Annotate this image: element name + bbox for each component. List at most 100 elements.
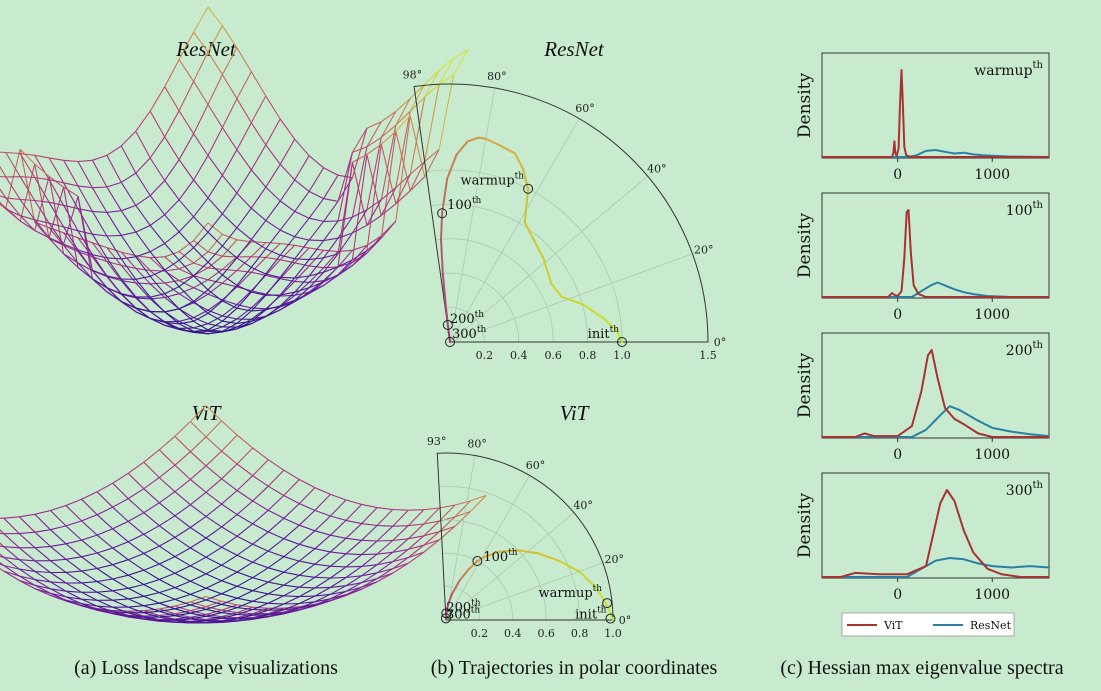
wireframe-segment (423, 531, 440, 546)
wireframe-segment (48, 202, 65, 228)
wireframe-segment (178, 286, 194, 302)
wireframe-segment (207, 127, 223, 156)
wireframe-segment (267, 571, 285, 583)
wireframe-segment (193, 155, 209, 181)
wireframe-segment (314, 593, 331, 603)
wireframe-segment (159, 602, 176, 610)
wireframe-segment (222, 274, 238, 286)
trajectory-segment (447, 330, 451, 343)
wireframe-segment (222, 322, 238, 332)
wireframe-segment (265, 305, 281, 311)
wireframe-segment (377, 551, 393, 555)
wireframe-segment (279, 244, 296, 261)
wireframe-segment (164, 214, 180, 233)
wireframe-segment (352, 252, 368, 267)
wireframe-segment (252, 609, 269, 616)
wireframe-segment (453, 49, 469, 59)
wireframe-segment (308, 167, 325, 192)
wireframe-segment (174, 527, 191, 538)
wireframe-segment (3, 556, 20, 570)
polar-grid-arc (435, 238, 554, 343)
wireframe-segment (408, 535, 424, 540)
x-tick-label: 0 (893, 307, 902, 323)
wireframe-segment (221, 609, 238, 614)
trajectory-segment (536, 552, 560, 562)
wireframe-segment (366, 121, 382, 129)
wireframe-segment (121, 251, 136, 257)
wireframe-segment (127, 587, 145, 597)
wireframe-segment (337, 232, 353, 239)
wireframe-segment (81, 598, 98, 607)
wireframe-segment (314, 494, 331, 511)
wireframe-segment (34, 531, 51, 547)
trajectory-marker (602, 598, 613, 609)
wireframe-segment (81, 570, 98, 583)
wireframe-segment (193, 329, 209, 332)
resnet-density-line (822, 149, 1050, 158)
wireframe-segment (50, 558, 67, 562)
polar-grid-arc (438, 486, 580, 621)
wireframe-segment (190, 608, 207, 614)
wireframe-segment (120, 280, 137, 299)
wireframe-segment (205, 465, 222, 480)
wireframe-segment (121, 204, 136, 212)
wireframe-segment (279, 291, 296, 307)
wireframe-segment (48, 179, 65, 206)
wireframe-segment (337, 174, 353, 179)
wireframe-segment (283, 571, 300, 576)
wireframe-segment (92, 278, 108, 289)
wireframe-segment (222, 270, 238, 284)
wireframe-segment (330, 590, 347, 595)
wireframe-segment (294, 287, 310, 293)
wireframe-segment (143, 545, 160, 554)
wireframe-segment (221, 612, 238, 618)
wireframe-segment (221, 174, 238, 194)
trajectory-marker-label: warmupth (461, 172, 525, 189)
wireframe-segment (106, 247, 122, 253)
wireframe-segment (330, 576, 347, 579)
wireframe-segment (106, 257, 122, 260)
wireframe-segment (77, 267, 93, 280)
wireframe-segment (207, 330, 223, 335)
wireframe-segment (236, 608, 253, 616)
wireframe-segment (143, 512, 160, 527)
wireframe-segment (236, 284, 252, 293)
wireframe-segment (330, 594, 347, 602)
wireframe-segment (77, 230, 93, 235)
wireframe-segment (205, 573, 222, 582)
wireframe-segment (207, 261, 223, 276)
polar-angle-tick: 80° (467, 438, 487, 451)
wireframe-segment (298, 510, 316, 526)
wireframe-segment (5, 151, 21, 155)
wireframe-segment (376, 525, 394, 542)
wireframe-segment (112, 613, 129, 617)
wireframe-segment (50, 592, 67, 598)
wireframe-segment (164, 136, 180, 160)
wireframe-segment (207, 25, 223, 53)
trajectory-segment (440, 238, 444, 275)
density-axis-label: Density (795, 212, 815, 278)
wireframe-segment (193, 179, 209, 199)
wireframe-segment (159, 615, 175, 618)
wireframe-segment (18, 516, 36, 533)
wireframe-segment (361, 572, 378, 577)
wireframe-segment (5, 208, 21, 217)
x-tick-label: 1000 (974, 587, 1010, 603)
wireframe-segment (392, 538, 409, 542)
wireframe-segment (309, 247, 324, 251)
wireframe-segment (92, 269, 108, 277)
wireframe-segment (96, 514, 114, 530)
wireframe-segment (178, 275, 194, 288)
wireframe-segment (63, 187, 79, 268)
wireframe-segment (251, 239, 267, 250)
wireframe-segment (19, 220, 36, 231)
wireframe-segment (294, 265, 310, 282)
wireframe-segment (143, 614, 160, 617)
wireframe-segment (149, 136, 166, 159)
wireframe-segment (63, 186, 79, 197)
wireframe-segment (438, 74, 454, 85)
wireframe-segment (135, 195, 151, 206)
legend: ViT ResNet (841, 612, 1015, 637)
wireframe-segment (221, 127, 238, 151)
wireframe-segment (268, 607, 284, 615)
